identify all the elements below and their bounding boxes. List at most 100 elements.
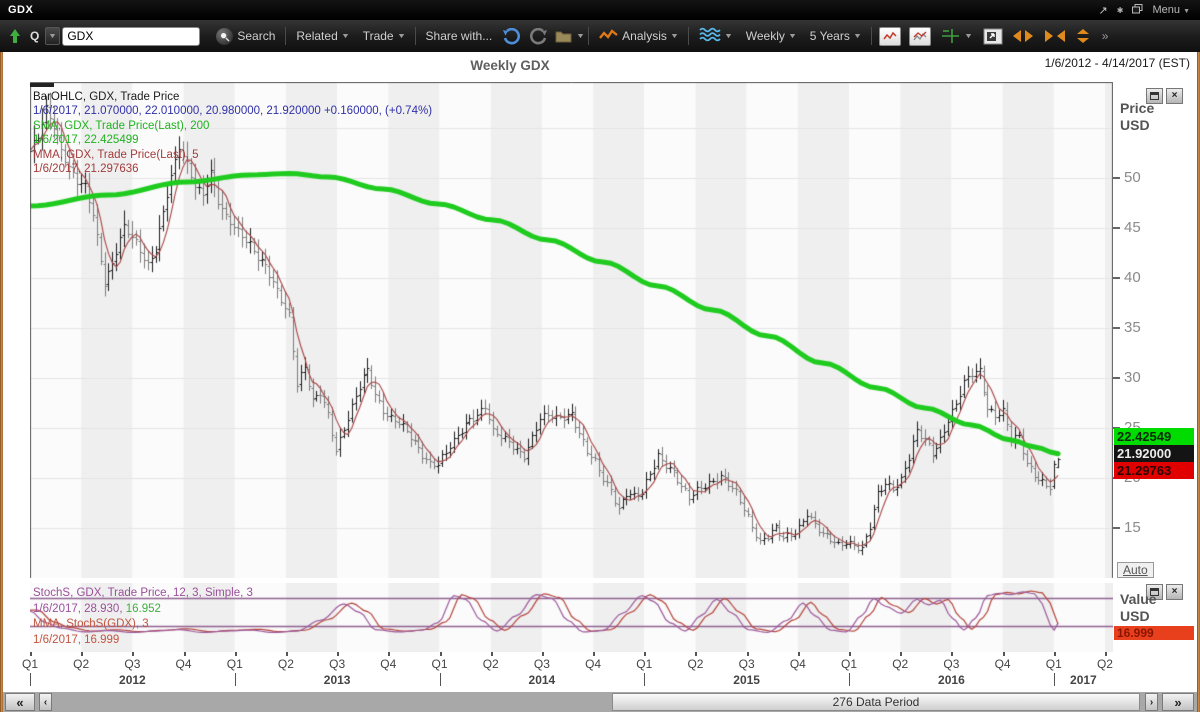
quarter-tick-mark (132, 652, 135, 656)
analysis-dropdown[interactable]: Analysis ▼ (593, 24, 684, 48)
quarter-label: Q4 (789, 657, 806, 671)
main-price-chart[interactable] (30, 82, 1113, 578)
stoch-panel-legend: StochS, GDX, Trade Price, 12, 3, Simple,… (33, 586, 253, 648)
range-dropdown[interactable]: 5 Years ▼ (809, 29, 862, 43)
scrollbar-label: 276 Data Period (832, 695, 920, 709)
quarter-label: Q4 (585, 657, 602, 671)
menu-button[interactable]: Menu ▼ (1152, 4, 1190, 16)
quarter-label: Q3 (533, 657, 550, 671)
window-frame-left (0, 52, 3, 712)
year-separator (644, 673, 646, 686)
popout-icon[interactable]: ↗ (1098, 4, 1108, 17)
quarter-label: Q3 (124, 657, 141, 671)
price-panel-close-icon[interactable]: × (1166, 88, 1183, 104)
stoch-panel-buttons: × (1146, 584, 1183, 600)
share-with-button[interactable]: Share with... (425, 29, 493, 43)
chart-style-button[interactable] (876, 24, 904, 48)
title-bar: GDX ↗ ✱ Menu ▼ (0, 0, 1200, 20)
legend-line: 1/6/2017, 21.297636 (33, 163, 139, 176)
price-panel-restore-icon[interactable] (1146, 88, 1163, 104)
expand-horizontal-button[interactable] (1008, 24, 1038, 48)
price-tick-label: 30 (1124, 369, 1141, 386)
quarter-tick-mark (439, 652, 442, 656)
quarter-tick-mark (30, 652, 32, 656)
chart-compare-button[interactable] (906, 24, 934, 48)
price-tick-mark (1113, 527, 1120, 529)
year-label: 2012 (119, 673, 146, 687)
legend-line: SMA, GDX, Trade Price(Last), 200 (33, 119, 210, 132)
undo-button[interactable] (500, 24, 524, 48)
stoch-panel-restore-icon[interactable] (1146, 584, 1163, 600)
scale-axes-button[interactable] (936, 24, 963, 48)
stoch-panel-close-icon[interactable]: × (1166, 584, 1183, 600)
last-price-tag: 21.92000 (1114, 445, 1194, 462)
export-window-button[interactable] (980, 24, 1006, 48)
restore-window-icon[interactable] (1132, 3, 1143, 17)
price-tick-mark (1113, 227, 1120, 229)
quarter-label: Q2 (482, 657, 499, 671)
scroll-far-right-button[interactable]: » (1162, 693, 1194, 711)
quarter-label: Q3 (329, 657, 346, 671)
quarter-label: Q2 (277, 657, 294, 671)
scrollbar-thumb[interactable]: 276 Data Period (612, 693, 1140, 711)
trade-dropdown[interactable]: Trade ▼ (362, 29, 406, 43)
price-tick-mark (1113, 377, 1120, 379)
window-frame-right (1197, 52, 1200, 712)
redo-button[interactable] (526, 24, 550, 48)
toolbar-overflow-chevron[interactable]: » (1101, 29, 1109, 43)
quarter-label: Q4 (380, 657, 397, 671)
quarter-tick-mark (285, 652, 288, 656)
expand-vertical-button[interactable] (1072, 24, 1094, 48)
symbol-dropdown-button[interactable]: ▼ (45, 27, 61, 45)
symbol-input[interactable] (62, 26, 201, 46)
scroll-right-button[interactable]: › (1145, 693, 1158, 711)
legend-line: MMA, GDX, Trade Price(Last), 5 (33, 148, 199, 161)
interval-dropdown[interactable]: Weekly ▼ (745, 29, 797, 43)
year-separator (439, 673, 441, 686)
price-panel-legend: BarOHLC, GDX, Trade Price 1/6/2017, 21.07… (33, 90, 432, 176)
time-scrollbar[interactable]: « ‹ 276 Data Period › » (3, 692, 1197, 712)
stochastic-chart[interactable] (30, 583, 1113, 652)
stoch-value-tag: 16.999 (1114, 626, 1194, 640)
quarter-tick-mark (183, 652, 186, 656)
quarter-tick-mark (1053, 652, 1056, 656)
legend-line: 1/6/2017, 21.070000, 22.010000, 20.98000… (33, 105, 433, 118)
main-toolbar: Q ▼ Search Related▼ Trade▼ Share with...… (0, 20, 1200, 52)
scroll-far-left-button[interactable]: « (5, 693, 35, 711)
scale-dropdown[interactable]: ▼ (963, 32, 973, 40)
quarter-tick-mark (644, 652, 647, 656)
search-icon (216, 27, 234, 45)
year-separator (1053, 673, 1055, 686)
panel-drag-handle[interactable] (30, 83, 54, 87)
search-button[interactable]: Search (210, 24, 281, 48)
price-tick-mark (1113, 327, 1120, 329)
folder-dropdown[interactable]: ▼ (576, 32, 586, 40)
price-tick-mark (1113, 277, 1120, 279)
quarter-tick-mark (541, 652, 544, 656)
auto-scale-button[interactable]: Auto (1117, 562, 1154, 578)
collapse-horizontal-button[interactable] (1040, 24, 1070, 48)
quarter-tick-mark (695, 652, 698, 656)
waves-dropdown[interactable]: ▼ (693, 24, 738, 48)
quarter-label: Q2 (687, 657, 704, 671)
quarter-label: Q2 (1096, 657, 1113, 671)
year-separator (234, 673, 236, 686)
quarter-label: Q4 (175, 657, 192, 671)
quarter-tick-mark (388, 652, 391, 656)
folder-icon[interactable] (552, 24, 575, 48)
legend-line: MMA, StochS(GDX), 3 (33, 618, 149, 630)
pin-icon[interactable]: ✱ (1116, 5, 1124, 15)
price-tick-label: 45 (1124, 219, 1141, 236)
analysis-zigzag-icon (599, 28, 618, 44)
quarter-label: Q4 (994, 657, 1011, 671)
quarter-tick-mark (337, 652, 340, 656)
year-separator (30, 673, 31, 686)
waves-icon (699, 27, 721, 45)
related-dropdown[interactable]: Related ▼ (296, 29, 350, 43)
quarter-label: Q1 (841, 657, 858, 671)
price-panel-buttons: × (1146, 88, 1183, 104)
up-arrow-button[interactable] (6, 24, 24, 48)
year-label: 2014 (528, 673, 556, 687)
scroll-left-button[interactable]: ‹ (39, 693, 52, 711)
quote-type-label[interactable]: Q (30, 29, 40, 43)
